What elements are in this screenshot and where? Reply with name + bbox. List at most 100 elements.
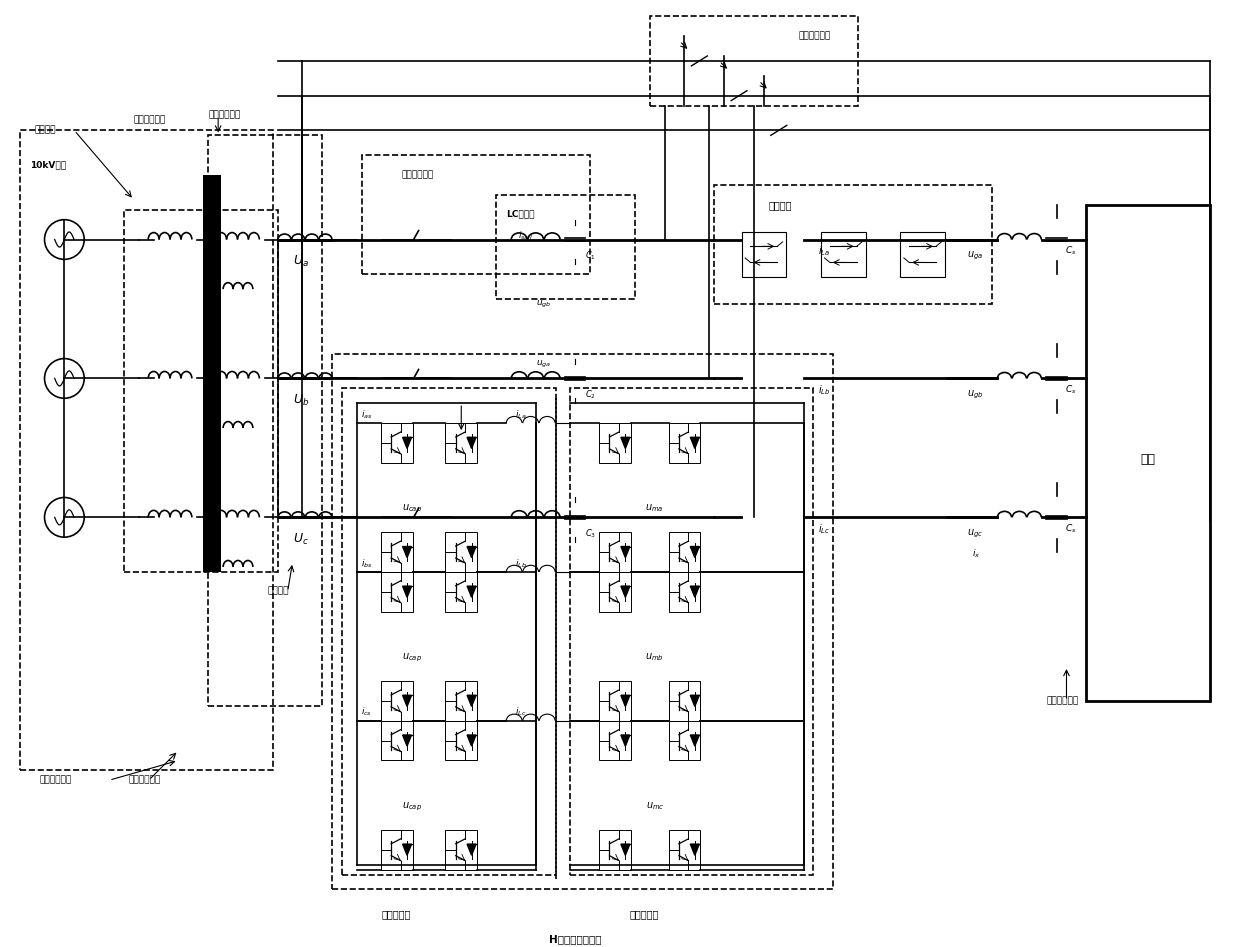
Text: 第四旁路开关: 第四旁路开关 [1047, 696, 1079, 705]
Polygon shape [691, 844, 699, 855]
Text: 10kV电网: 10kV电网 [30, 160, 66, 170]
Text: $u_{cap}$: $u_{cap}$ [402, 800, 422, 813]
Text: 负载: 负载 [1141, 453, 1156, 466]
Text: $C_2$: $C_2$ [585, 388, 596, 401]
Bar [445, 532, 477, 572]
Bar [668, 532, 701, 572]
Text: $u_{ma}$: $u_{ma}$ [646, 503, 663, 514]
Polygon shape [621, 438, 630, 449]
Bar [599, 423, 631, 463]
Bar [362, 155, 590, 275]
Text: $C_1$: $C_1$ [585, 249, 596, 262]
Bar [650, 16, 858, 105]
Bar [381, 721, 413, 760]
Text: LC滤波器: LC滤波器 [506, 209, 534, 219]
Text: 第二面边绕组: 第二面边绕组 [208, 111, 241, 119]
Text: $U_b$: $U_b$ [293, 393, 309, 408]
Text: $U_a$: $U_a$ [293, 255, 309, 270]
Text: $i_{Lb}$: $i_{Lb}$ [818, 384, 831, 397]
Polygon shape [691, 695, 699, 706]
Text: $u_{gc}$: $u_{gc}$ [967, 527, 983, 540]
Bar [381, 572, 413, 612]
Polygon shape [691, 438, 699, 449]
Text: 第三旁路开关: 第三旁路开关 [799, 31, 831, 40]
Bar [668, 572, 701, 612]
Text: 第二旁路开关: 第二旁路开关 [402, 170, 434, 179]
Bar [599, 721, 631, 760]
Polygon shape [403, 695, 412, 706]
Bar [714, 185, 992, 304]
Bar [381, 830, 413, 869]
Polygon shape [403, 735, 412, 746]
Text: $C_3$: $C_3$ [585, 527, 596, 540]
Bar [124, 209, 278, 572]
Text: $i_{as}$: $i_{as}$ [361, 408, 373, 420]
Bar [668, 681, 701, 721]
Bar [332, 353, 833, 889]
Polygon shape [621, 844, 630, 855]
Text: 并联变换器: 并联变换器 [382, 909, 412, 920]
Text: $i_x$: $i_x$ [972, 547, 981, 560]
Text: $u_{mb}$: $u_{mb}$ [645, 652, 665, 663]
Bar [445, 423, 477, 463]
Bar [668, 830, 701, 869]
Bar [445, 830, 477, 869]
Bar [599, 830, 631, 869]
Text: $C_s$: $C_s$ [1064, 523, 1076, 535]
Bar [381, 681, 413, 721]
Text: $C_s$: $C_s$ [1064, 384, 1076, 396]
Bar [599, 681, 631, 721]
Bar [445, 681, 477, 721]
Text: $U_c$: $U_c$ [293, 532, 309, 547]
Bar [20, 131, 273, 770]
Bar [570, 388, 813, 874]
Text: $u_{gb}$: $u_{gb}$ [536, 299, 551, 311]
Text: 静态开关: 静态开关 [769, 200, 792, 210]
Polygon shape [467, 586, 476, 598]
Bar [445, 721, 477, 760]
Bar [1086, 205, 1210, 701]
Bar [203, 175, 221, 572]
Bar [445, 572, 477, 612]
Polygon shape [467, 844, 476, 855]
Text: $i_{Lb}$: $i_{Lb}$ [515, 557, 527, 569]
Text: $C_s$: $C_s$ [1064, 244, 1076, 257]
Text: $i_{Lc}$: $i_{Lc}$ [818, 523, 831, 536]
Polygon shape [403, 546, 412, 558]
Text: 多绕组变压器: 多绕组变压器 [134, 116, 166, 124]
Bar [342, 388, 556, 874]
Text: 第一面边绕组: 第一面边绕组 [129, 776, 161, 784]
Text: $u_{cap}$: $u_{cap}$ [402, 652, 422, 664]
Text: 滤波电感: 滤波电感 [268, 587, 289, 596]
Polygon shape [467, 438, 476, 449]
Text: $u_{ga}$: $u_{ga}$ [967, 249, 983, 261]
Bar [599, 572, 631, 612]
Bar [742, 232, 786, 277]
Polygon shape [621, 735, 630, 746]
Bar [900, 232, 945, 277]
Text: H桥背靠背变换器: H桥背靠背变换器 [549, 934, 601, 944]
Polygon shape [467, 735, 476, 746]
Polygon shape [691, 586, 699, 598]
Text: $i_{bs}$: $i_{bs}$ [361, 557, 373, 569]
Bar [821, 232, 866, 277]
Text: $u_{cap}$: $u_{cap}$ [402, 503, 422, 515]
Polygon shape [403, 844, 412, 855]
Polygon shape [403, 438, 412, 449]
Polygon shape [691, 735, 699, 746]
Text: $u_{gb}$: $u_{gb}$ [967, 388, 983, 401]
Text: $u_{ga}$: $u_{ga}$ [536, 359, 551, 369]
Text: $i_{Lc}$: $i_{Lc}$ [515, 706, 527, 719]
Text: $u_{mc}$: $u_{mc}$ [646, 800, 663, 812]
Text: $i_{La}$: $i_{La}$ [515, 408, 527, 420]
Polygon shape [403, 586, 412, 598]
Polygon shape [621, 695, 630, 706]
Polygon shape [467, 695, 476, 706]
Text: $i_{La}$: $i_{La}$ [818, 244, 831, 259]
Bar [668, 721, 701, 760]
Polygon shape [621, 546, 630, 558]
Bar [668, 423, 701, 463]
Text: $i_{cs}$: $i_{cs}$ [361, 706, 372, 719]
Text: 原边绕组: 原边绕组 [35, 125, 56, 134]
Polygon shape [621, 586, 630, 598]
